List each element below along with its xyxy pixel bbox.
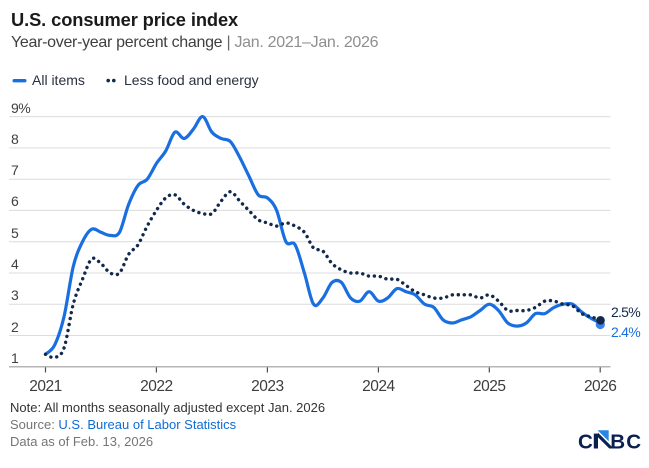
svg-text:C: C (578, 431, 593, 454)
svg-text:B: B (610, 431, 625, 454)
svg-text:C: C (626, 431, 641, 454)
